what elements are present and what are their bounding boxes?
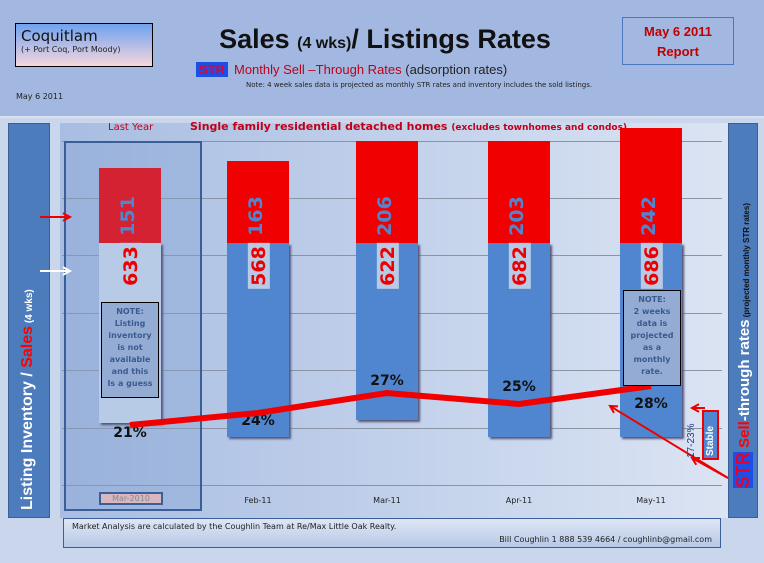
report-date: May 6 2011 xyxy=(644,24,712,39)
header-note: Note: 4 week sales data is projected as … xyxy=(246,81,593,89)
str-line xyxy=(129,383,652,428)
range-label: 17-23% xyxy=(686,423,697,458)
stable-text: Stable xyxy=(705,425,716,456)
location-box: Coquitlam (+ Port Coq, Port Moody) xyxy=(15,23,153,67)
x-tick-label: Mar-2010 xyxy=(99,492,163,505)
note-may: NOTE: 2 weeks data is projected as a mon… xyxy=(623,290,681,386)
range-arrow-bottom xyxy=(691,457,729,479)
gridline xyxy=(62,485,722,486)
subtitle: STR Monthly Sell –Through Rates (adsorpti… xyxy=(196,62,507,77)
str-percent-label: 24% xyxy=(241,413,275,429)
range-arrow-top-head xyxy=(689,403,700,413)
footer: Market Analysis are calculated by the Co… xyxy=(63,518,721,548)
str-percent-label: 25% xyxy=(502,379,536,395)
x-tick-label: Feb-11 xyxy=(244,496,272,505)
footer-contact: Bill Coughlin 1 888 539 4664 / coughlinb… xyxy=(499,535,712,544)
location-sub: (+ Port Coq, Port Moody) xyxy=(21,45,121,54)
header-date: May 6 2011 xyxy=(16,92,64,101)
str-percent-label: 28% xyxy=(634,396,668,412)
str-percent-label: 27% xyxy=(370,373,404,389)
page-title: Sales (4 wks)/ Listings Rates xyxy=(150,24,620,55)
str-percent-label: 21% xyxy=(113,425,147,441)
location-name: Coquitlam xyxy=(21,27,98,45)
stable-badge: Stable xyxy=(702,410,719,460)
left-axis-label: Listing Inventory / Sales (4 wks) xyxy=(8,123,50,518)
sales-bar xyxy=(620,128,682,243)
chart-title-small: (excludes townhomes and condos) xyxy=(451,123,628,133)
title-small: (4 wks) xyxy=(297,35,352,52)
chart-title-text: Single family residential detached homes xyxy=(190,120,452,133)
note-last-year: NOTE: Listing inventory is not available… xyxy=(101,302,159,398)
str-badge: STR xyxy=(196,62,228,77)
sales-bar xyxy=(227,161,289,243)
title-rest: / Listings Rates xyxy=(351,24,551,54)
right-axis-label: STR Sell-through rates (projected monthl… xyxy=(728,123,758,518)
str-arrow-head xyxy=(608,404,619,414)
chart-title: Single family residential detached homes… xyxy=(190,120,627,133)
sales-bar xyxy=(99,168,161,243)
sales-bar xyxy=(356,141,418,243)
range-arrow-bottom-head xyxy=(690,456,701,466)
report-box: May 6 2011 Report xyxy=(622,17,734,65)
inventory-arrow-head xyxy=(62,266,73,276)
footer-line1: Market Analysis are calculated by the Co… xyxy=(72,522,397,531)
last-year-label: Last Year xyxy=(108,122,154,133)
report-label: Report xyxy=(657,44,699,59)
sales-arrow-head xyxy=(62,212,73,222)
x-tick-label: Apr-11 xyxy=(505,496,533,505)
sales-bar xyxy=(488,141,550,243)
x-tick-label: May-11 xyxy=(636,496,666,505)
gridline xyxy=(62,428,722,429)
x-tick-label: Mar-11 xyxy=(373,496,401,505)
subtitle-text: Monthly Sell –Through Rates xyxy=(234,62,406,77)
subtitle-paren: (adsorption rates) xyxy=(405,62,508,77)
title-main: Sales xyxy=(219,24,298,54)
